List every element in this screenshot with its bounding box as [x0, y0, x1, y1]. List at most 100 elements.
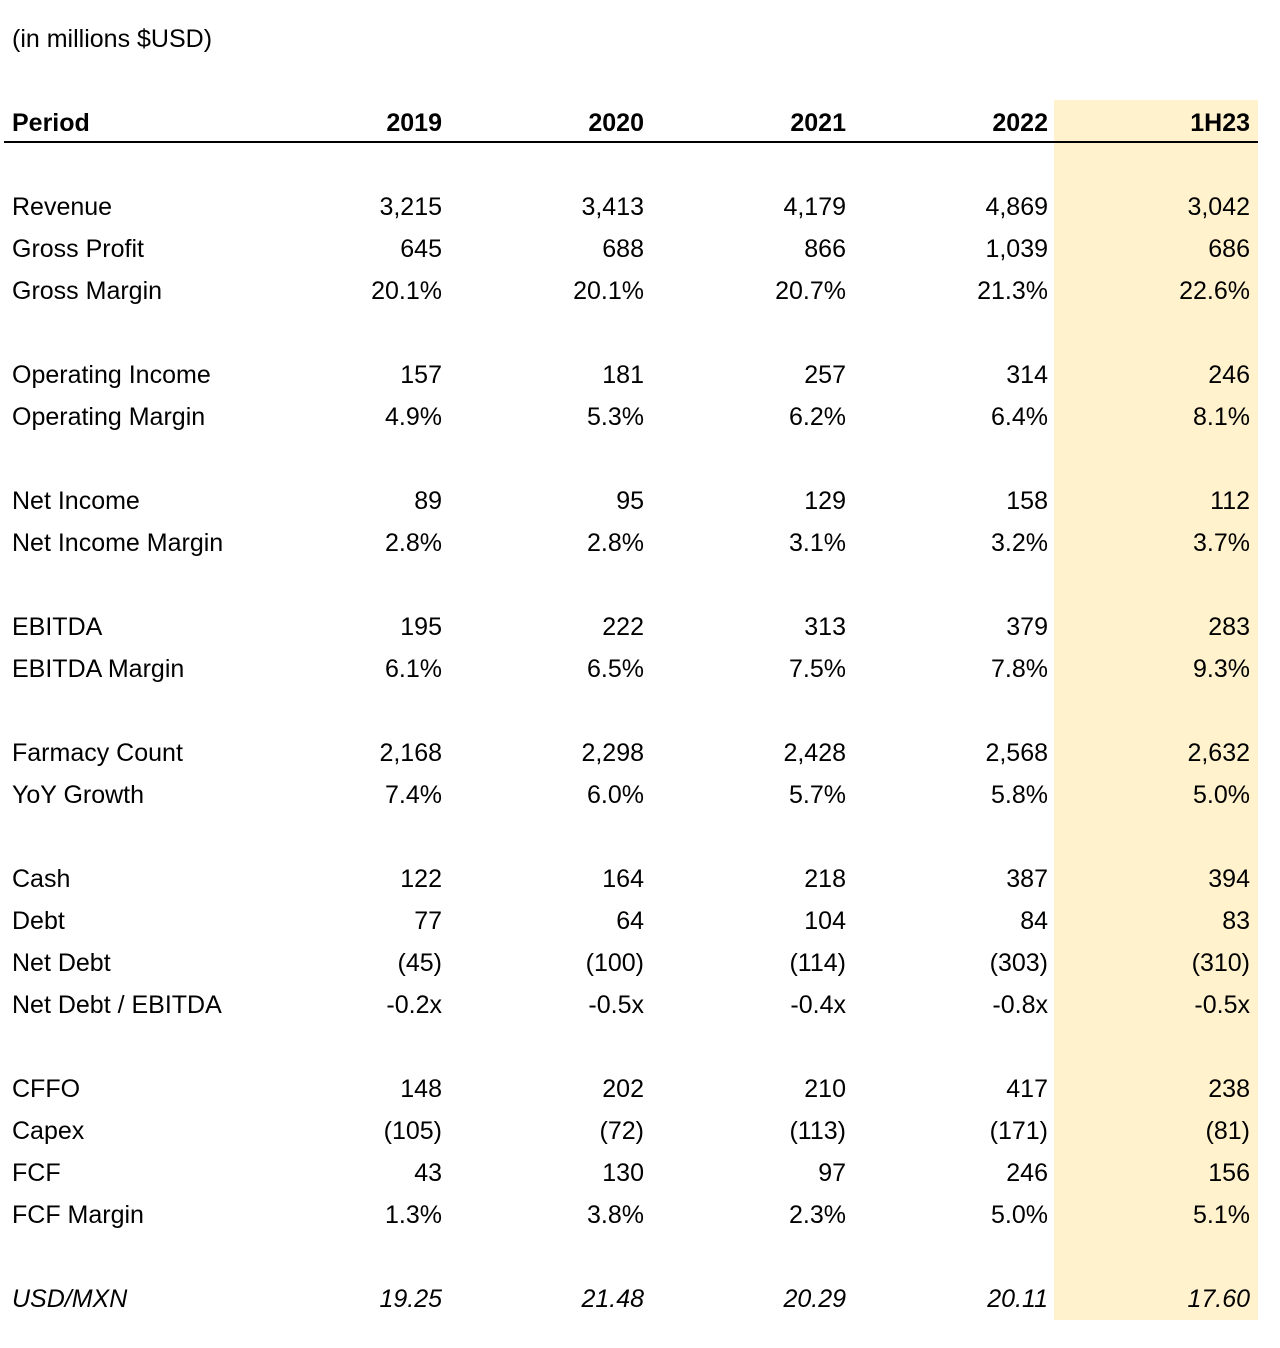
- row-value-2021: 5.7%: [789, 781, 846, 809]
- table-row: Capex (105) (72) (113) (171) (81): [0, 1110, 1280, 1152]
- row-value-2019: 20.1%: [371, 277, 442, 305]
- row-value-2021: 313: [804, 613, 846, 641]
- table-row: USD/MXN 19.25 21.48 20.29 20.11 17.60: [0, 1278, 1280, 1320]
- row-label: FCF Margin: [12, 1201, 144, 1229]
- row-value-2019: 2,168: [379, 739, 442, 767]
- table-row: Gross Margin 20.1% 20.1% 20.7% 21.3% 22.6%: [0, 270, 1280, 312]
- row-label: Farmacy Count: [12, 739, 183, 767]
- row-value-2021: 2.3%: [789, 1201, 846, 1229]
- row-value-2021: 20.7%: [775, 277, 846, 305]
- header-period-2022: 2022: [992, 109, 1048, 137]
- row-value-2020: 64: [616, 907, 644, 935]
- row-value-2021: 210: [804, 1075, 846, 1103]
- row-value-2020: -0.5x: [588, 991, 644, 1019]
- row-value-2019: 1.3%: [385, 1201, 442, 1229]
- row-value-2019: 122: [400, 865, 442, 893]
- row-value-2020: 688: [602, 235, 644, 263]
- row-value-2021: 7.5%: [789, 655, 846, 683]
- row-value-2019: 157: [400, 361, 442, 389]
- row-value-1h23: 5.0%: [1193, 781, 1250, 809]
- row-value-2022: 158: [1006, 487, 1048, 515]
- row-value-2019: -0.2x: [386, 991, 442, 1019]
- row-value-2020: 6.0%: [587, 781, 644, 809]
- row-value-2021: 2,428: [783, 739, 846, 767]
- row-value-2020: 95: [616, 487, 644, 515]
- row-label: EBITDA Margin: [12, 655, 185, 683]
- row-value-2021: 218: [804, 865, 846, 893]
- row-label: Gross Profit: [12, 235, 144, 263]
- row-value-1h23: 3.7%: [1193, 529, 1250, 557]
- row-value-1h23: 22.6%: [1179, 277, 1250, 305]
- header-period-label: Period: [12, 109, 90, 137]
- row-value-2022: 246: [1006, 1159, 1048, 1187]
- row-value-2020: 3,413: [581, 193, 644, 221]
- row-value-1h23: 283: [1208, 613, 1250, 641]
- row-value-2020: 222: [602, 613, 644, 641]
- row-label: FCF: [12, 1159, 61, 1187]
- header-period-2021: 2021: [790, 109, 846, 137]
- row-value-2022: 2,568: [985, 739, 1048, 767]
- row-label: Revenue: [12, 193, 113, 221]
- table-row: Revenue 3,215 3,413 4,179 4,869 3,042: [0, 186, 1280, 228]
- row-label: Capex: [12, 1117, 85, 1145]
- row-value-1h23: 686: [1208, 235, 1250, 263]
- row-value-2022: 379: [1006, 613, 1048, 641]
- row-value-2019: 3,215: [379, 193, 442, 221]
- row-value-1h23: 112: [1210, 487, 1250, 515]
- table-row: Net Debt / EBITDA -0.2x -0.5x -0.4x -0.8x -0.…: [0, 984, 1280, 1026]
- row-value-1h23: (81): [1205, 1117, 1250, 1145]
- row-value-2021: 3.1%: [789, 529, 846, 557]
- row-value-1h23: 246: [1208, 361, 1250, 389]
- table-row: Debt 77 64 104 84 83: [0, 900, 1280, 942]
- row-label: Net Debt: [12, 949, 111, 977]
- row-value-2022: 7.8%: [991, 655, 1048, 683]
- table-row: EBITDA 195 222 313 379 283: [0, 606, 1280, 648]
- row-value-2022: 84: [1020, 907, 1048, 935]
- row-value-2022: 417: [1006, 1075, 1048, 1103]
- row-value-2020: 21.48: [581, 1285, 644, 1313]
- row-value-2020: (72): [599, 1117, 644, 1145]
- row-value-2021: 97: [818, 1159, 846, 1187]
- row-value-2022: (303): [989, 949, 1048, 977]
- row-value-2020: 6.5%: [587, 655, 644, 683]
- row-value-2020: 202: [602, 1075, 644, 1103]
- row-value-2022: 5.0%: [991, 1201, 1048, 1229]
- row-value-1h23: 9.3%: [1193, 655, 1250, 683]
- row-value-2019: (105): [383, 1117, 442, 1145]
- row-label: Gross Margin: [12, 277, 163, 305]
- row-value-1h23: -0.5x: [1194, 991, 1250, 1019]
- row-label: Operating Margin: [12, 403, 206, 431]
- row-value-2022: 5.8%: [991, 781, 1048, 809]
- row-value-2021: (113): [789, 1117, 846, 1145]
- row-label: Cash: [12, 865, 71, 893]
- table-row: FCF Margin 1.3% 3.8% 2.3% 5.0% 5.1%: [0, 1194, 1280, 1236]
- row-value-2020: 181: [602, 361, 644, 389]
- row-value-2019: 19.25: [379, 1285, 442, 1313]
- table-row: Net Income Margin 2.8% 2.8% 3.1% 3.2% 3.7%: [0, 522, 1280, 564]
- row-value-2019: 7.4%: [385, 781, 442, 809]
- header-period-2019: 2019: [386, 109, 442, 137]
- row-value-2019: 89: [414, 487, 442, 515]
- row-label: EBITDA: [12, 613, 103, 641]
- header-divider: [4, 141, 1258, 143]
- row-value-2022: 387: [1006, 865, 1048, 893]
- header-period-1h23: 1H23: [1190, 109, 1250, 137]
- row-value-2022: 20.11: [987, 1285, 1048, 1313]
- row-value-2022: 1,039: [985, 235, 1048, 263]
- row-value-2021: 20.29: [783, 1285, 846, 1313]
- table-row: EBITDA Margin 6.1% 6.5% 7.5% 7.8% 9.3%: [0, 648, 1280, 690]
- row-value-2021: 257: [804, 361, 846, 389]
- row-value-2021: 104: [804, 907, 846, 935]
- row-value-2020: 3.8%: [587, 1201, 644, 1229]
- units-note: (in millions $USD): [12, 25, 213, 53]
- row-value-1h23: 83: [1222, 907, 1250, 935]
- row-value-1h23: 17.60: [1187, 1285, 1250, 1313]
- row-value-2020: 5.3%: [587, 403, 644, 431]
- table-row: Net Income 89 95 129 158 112: [0, 480, 1280, 522]
- row-value-2022: 21.3%: [977, 277, 1048, 305]
- table-row: Gross Profit 645 688 866 1,039 686: [0, 228, 1280, 270]
- row-value-2021: (114): [789, 949, 846, 977]
- row-label: Operating Income: [12, 361, 211, 389]
- row-value-2022: 3.2%: [991, 529, 1048, 557]
- table-row: Operating Income 157 181 257 314 246: [0, 354, 1280, 396]
